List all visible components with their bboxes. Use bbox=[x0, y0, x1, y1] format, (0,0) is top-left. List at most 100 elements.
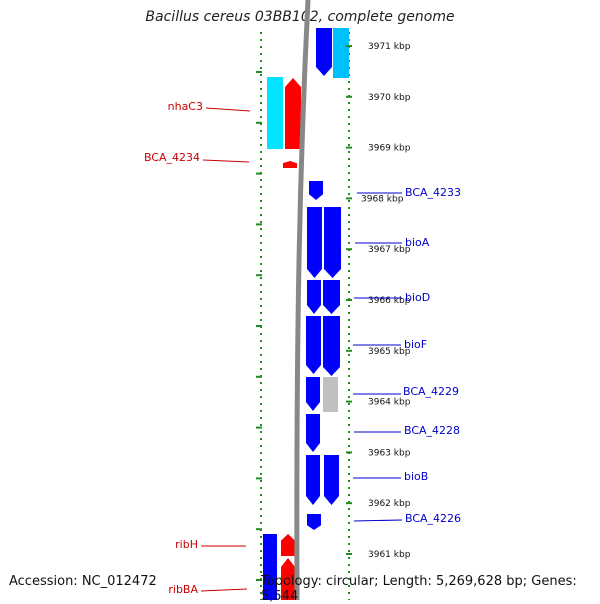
kbp-tick-label: 3962 kbp bbox=[368, 499, 411, 509]
track-dot-left bbox=[260, 137, 262, 139]
gene-arrow bbox=[333, 28, 349, 78]
kbp-tick-right bbox=[346, 299, 352, 301]
kbp-tick-left bbox=[256, 274, 262, 277]
kbp-tick-left bbox=[256, 477, 262, 480]
gene-label-biof: bioF bbox=[404, 338, 427, 351]
track-dot-left bbox=[260, 123, 262, 125]
track-dot-left bbox=[260, 46, 262, 48]
track-dot-right bbox=[348, 144, 350, 146]
track-dot-right bbox=[348, 564, 350, 566]
gene-label-biod: bioD bbox=[405, 291, 430, 304]
kbp-tick-left bbox=[256, 71, 262, 73]
gene-label-bioa: bioA bbox=[405, 236, 430, 249]
gene-arrow-biob bbox=[324, 455, 339, 505]
kbp-tick-left bbox=[256, 528, 262, 531]
leader-line bbox=[200, 588, 248, 592]
track-dot-right bbox=[348, 571, 350, 573]
gene-arrow-bca-4233 bbox=[309, 181, 323, 200]
gene-arrow-bca-4229-pseudo bbox=[323, 377, 338, 412]
track-dot-right bbox=[348, 333, 350, 335]
track-dot-left bbox=[260, 445, 262, 447]
track-dot-left bbox=[260, 480, 262, 482]
track-dot-left bbox=[260, 459, 262, 461]
track-dot-right bbox=[348, 480, 350, 482]
track-dot-right bbox=[348, 256, 350, 258]
track-dot-right bbox=[348, 88, 350, 90]
gene-arrow-ribh bbox=[281, 534, 295, 556]
track-dot-left bbox=[260, 396, 262, 398]
track-dot-right bbox=[348, 123, 350, 125]
track-dot-right bbox=[348, 284, 350, 286]
track-dot-left bbox=[260, 200, 262, 202]
gene-arrow-biob bbox=[306, 455, 320, 505]
kbp-tick-label: 3969 kbp bbox=[368, 144, 411, 154]
gene-label-biob: bioB bbox=[404, 470, 428, 483]
track-dot-right bbox=[348, 102, 350, 104]
track-dot-right bbox=[348, 207, 350, 209]
track-dot-left bbox=[260, 333, 262, 335]
track-dot-left bbox=[260, 585, 262, 587]
track-dot-left bbox=[260, 410, 262, 412]
track-dot-right bbox=[348, 382, 350, 384]
kbp-tick-label: 3961 kbp bbox=[368, 550, 411, 560]
track-dot-right bbox=[348, 81, 350, 83]
gene-arrow-biod bbox=[307, 280, 321, 314]
track-dot-left bbox=[260, 207, 262, 209]
track-dot-left bbox=[260, 193, 262, 195]
track-dot-right bbox=[348, 543, 350, 545]
track-dot-right bbox=[348, 109, 350, 111]
track-dot-left bbox=[260, 312, 262, 314]
track-dot-left bbox=[260, 256, 262, 258]
kbp-tick-right bbox=[346, 349, 352, 352]
track-dot-left bbox=[260, 298, 262, 300]
track-dot-right bbox=[348, 291, 350, 293]
kbp-tick-right bbox=[346, 45, 352, 47]
gene-label-bca-4228: BCA_4228 bbox=[404, 424, 460, 437]
track-dot-right bbox=[348, 277, 350, 279]
track-dot-right bbox=[348, 228, 350, 230]
track-dot-right bbox=[348, 235, 350, 237]
gene-label-ribh: ribH bbox=[175, 538, 198, 551]
track-dot-left bbox=[260, 53, 262, 55]
track-dot-left bbox=[260, 228, 262, 230]
track-dot-right bbox=[348, 585, 350, 587]
gene-arrow-nhac3 bbox=[267, 77, 283, 149]
track-dot-left bbox=[260, 221, 262, 223]
track-dot-left bbox=[260, 116, 262, 118]
track-dot-right bbox=[348, 417, 350, 419]
track-dot-right bbox=[348, 137, 350, 139]
kbp-tick-right bbox=[346, 451, 352, 454]
track-dot-right bbox=[348, 389, 350, 391]
track-dot-right bbox=[348, 179, 350, 181]
track-dot-right bbox=[348, 592, 350, 594]
track-dot-left bbox=[260, 291, 262, 293]
track-dot-right bbox=[348, 487, 350, 489]
kbp-tick-right bbox=[346, 197, 352, 200]
track-dot-right bbox=[348, 375, 350, 377]
kbp-tick-label: 3964 kbp bbox=[368, 398, 411, 408]
track-dot-left bbox=[260, 270, 262, 272]
track-dot-right bbox=[348, 578, 350, 580]
track-dot-right bbox=[348, 340, 350, 342]
track-dot-right bbox=[348, 459, 350, 461]
track-dot-right bbox=[348, 522, 350, 524]
gene-arrow-bioa bbox=[307, 207, 322, 278]
gene-arrow-bca-4229 bbox=[306, 377, 320, 411]
track-dot-left bbox=[260, 242, 262, 244]
gene-label-bca-4234: BCA_4234 bbox=[144, 151, 200, 164]
kbp-tick-right bbox=[346, 502, 352, 505]
track-dot-left bbox=[260, 277, 262, 279]
track-dot-right bbox=[348, 466, 350, 468]
track-dot-left bbox=[260, 179, 262, 181]
track-dot-left bbox=[260, 109, 262, 111]
track-dot-right bbox=[348, 438, 350, 440]
gene-arrow bbox=[316, 28, 332, 76]
track-dot-right bbox=[348, 403, 350, 405]
track-dot-left bbox=[260, 102, 262, 104]
track-dot-left bbox=[260, 403, 262, 405]
track-dot-left bbox=[260, 151, 262, 153]
track-dot-right bbox=[348, 445, 350, 447]
track-dot-left bbox=[260, 144, 262, 146]
gene-label-bca-4226: BCA_4226 bbox=[405, 512, 461, 525]
